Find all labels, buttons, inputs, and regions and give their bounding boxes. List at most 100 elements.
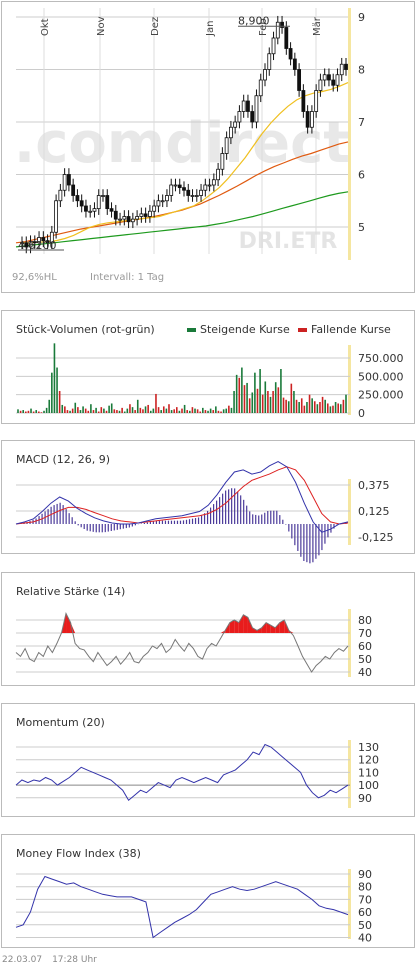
candle-body (284, 27, 289, 49)
volume-bar (181, 408, 183, 413)
volume-bar (152, 408, 155, 413)
volume-ytick-label: 250.000 (358, 389, 404, 402)
rsi-overbought-fill (261, 622, 267, 633)
rsi-overbought-fill (238, 614, 244, 633)
candle-body (318, 79, 323, 91)
candle-body (335, 74, 340, 86)
price-month-label: Okt (40, 18, 51, 36)
price-ytick-label: 9 (358, 11, 365, 24)
volume-bar (238, 377, 241, 413)
candle-body (96, 195, 101, 210)
candle-body (49, 231, 54, 244)
candle-body (165, 195, 169, 202)
volume-bar (293, 391, 295, 413)
volume-bar (246, 382, 248, 413)
candle-body (228, 126, 233, 139)
legend-up-label: Steigende Kurse (200, 323, 290, 336)
volume-bar (168, 404, 170, 413)
legend-down-label: Fallende Kurse (311, 323, 391, 336)
volume-bar (254, 372, 256, 413)
volume-bar (157, 407, 160, 413)
mfi-highlight (348, 869, 351, 939)
volume-bar (178, 410, 181, 413)
momentum-ytick-label: 110 (358, 766, 379, 779)
candle-body (322, 74, 327, 81)
volume-bar (287, 401, 290, 413)
current-day-highlight (348, 8, 351, 260)
volume-bar (324, 399, 326, 413)
candle-body (20, 242, 24, 245)
candle-body (186, 189, 191, 196)
candle-body (190, 195, 195, 197)
volume-bar (202, 407, 204, 413)
candle-body (211, 179, 216, 186)
volume-bar (123, 411, 126, 413)
candle-body (130, 218, 135, 223)
mfi-ytick-label: 40 (358, 932, 372, 945)
volume-bar (220, 411, 222, 413)
volume-bar (319, 402, 321, 413)
candle-body (263, 69, 267, 81)
volume-bar (215, 406, 217, 413)
candle-body (79, 200, 84, 207)
momentum-ytick-label: 100 (358, 779, 379, 792)
rsi-overbought-fill (257, 627, 262, 633)
candle-body (220, 153, 225, 170)
volume-bar (79, 410, 82, 413)
momentum-ytick-label: 120 (358, 754, 379, 767)
volume-bar (53, 343, 56, 413)
volume-bar (259, 369, 261, 413)
volume-bar (147, 404, 149, 413)
candle-body (237, 111, 242, 123)
momentum-panel: Momentum (20) 130 120 110 100 90 (1, 703, 415, 817)
volume-bar (90, 404, 92, 413)
volume-bar (144, 406, 147, 413)
candle-body (267, 53, 272, 70)
candle-body (331, 79, 336, 86)
volume-bar (92, 410, 95, 413)
candle-body (152, 205, 157, 212)
candle-body (160, 200, 165, 203)
rsi-ytick-label: 80 (358, 614, 372, 627)
mfi-line (15, 875, 349, 939)
volume-bar (134, 410, 136, 413)
candle-body (139, 213, 144, 217)
low-value-label: 4,6200 (18, 239, 57, 252)
candle-body (207, 184, 212, 187)
volume-bar (228, 405, 230, 413)
volume-bar (261, 394, 264, 413)
volume-bar (269, 396, 272, 413)
volume-bar (248, 398, 251, 413)
rsi-overbought-fill (266, 622, 271, 633)
volume-bar (321, 396, 324, 413)
candle-body (24, 242, 29, 248)
volume-bar (56, 367, 58, 413)
rsi-title: Relative Stärke (14) (16, 585, 126, 598)
candle-body (147, 210, 152, 217)
candle-body (135, 216, 140, 220)
candle-body (66, 174, 71, 186)
volume-bar (66, 410, 69, 413)
candle-body (297, 69, 302, 91)
volume-bar (222, 409, 225, 413)
candle-body (32, 241, 37, 244)
volume-bar (17, 409, 19, 413)
price-month-label: Mär (312, 16, 323, 36)
rsi-overbought-fill (243, 614, 248, 633)
volume-bar (251, 392, 254, 413)
candle-body (109, 208, 114, 212)
candle-body (199, 189, 203, 196)
volume-bar (243, 385, 246, 413)
volume-panel: Stück-Volumen (rot-grün) Steigende Kurse… (1, 310, 415, 424)
volume-bar (316, 404, 319, 413)
volume-bar (105, 410, 108, 413)
mfi-ytick-label: 60 (358, 906, 372, 919)
volume-bar (74, 402, 77, 413)
candle-body (58, 189, 63, 202)
macd-ytick-label: 0,375 (358, 479, 390, 492)
price-chart-panel: .comdirect DRI.ETR 5 6 7 8 9 Okt Nov Dez Jan Feb Mär… (1, 1, 415, 293)
candle-body (339, 63, 344, 76)
volume-bar (108, 405, 110, 413)
